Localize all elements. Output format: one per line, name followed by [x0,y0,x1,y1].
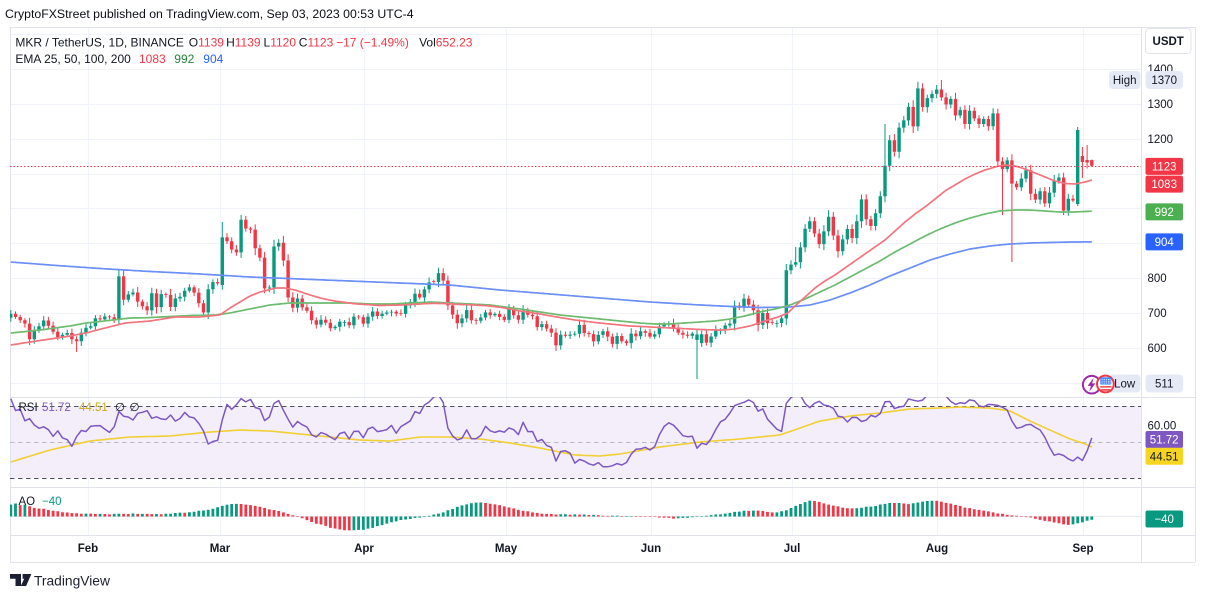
svg-text:O1139: O1139 [189,35,224,49]
svg-text:992: 992 [174,52,194,66]
svg-text:AO−40: AO −40 [19,496,62,508]
svg-text:700: 700 [1148,308,1167,320]
svg-text:904: 904 [1155,237,1175,249]
svg-text:51.72: 51.72 [1150,435,1179,447]
svg-text:−17 (−1.49%): −17 (−1.49%) [336,35,409,49]
svg-text:C1123: C1123 [299,35,334,49]
svg-text:904: 904 [203,52,223,66]
svg-text:Jun: Jun [641,543,661,555]
svg-text:1370: 1370 [1151,75,1177,87]
svg-text:1200: 1200 [1148,134,1174,146]
svg-text:MKR / TetherUS, 1D, BINANCE: MKR / TetherUS, 1D, BINANCE [15,35,184,49]
svg-text:USDT: USDT [1153,36,1184,48]
svg-text:511: 511 [1155,379,1173,391]
svg-text:1300: 1300 [1148,99,1174,111]
svg-text:CryptoFXStreet published on Tr: CryptoFXStreet published on TradingView.… [5,7,414,21]
svg-text:TradingView: TradingView [34,574,110,589]
svg-text:May: May [495,543,518,555]
svg-text:Jul: Jul [784,543,801,555]
svg-text:Sep: Sep [1072,543,1093,555]
svg-text:High: High [1113,75,1137,87]
svg-text:H1139: H1139 [226,35,261,49]
svg-text:Mar: Mar [210,543,231,555]
svg-text:Low: Low [1114,379,1136,391]
svg-text:L1120: L1120 [264,35,297,49]
svg-text:60.00: 60.00 [1148,421,1177,433]
svg-text:44.51: 44.51 [1150,451,1179,463]
svg-text:Aug: Aug [926,543,948,555]
svg-text:992: 992 [1155,207,1174,219]
svg-text:Apr: Apr [354,543,374,555]
svg-text:1123: 1123 [1152,161,1177,173]
svg-text:−40: −40 [1154,514,1174,526]
svg-text:1083: 1083 [1151,179,1177,191]
svg-text:600: 600 [1148,343,1167,355]
svg-text:800: 800 [1148,273,1167,285]
svg-text:Vol652.23: Vol652.23 [419,35,473,49]
svg-text:Feb: Feb [78,543,98,555]
svg-text:1083: 1083 [139,52,166,66]
svg-text:EMA 25, 50, 100, 200: EMA 25, 50, 100, 200 [15,52,131,66]
